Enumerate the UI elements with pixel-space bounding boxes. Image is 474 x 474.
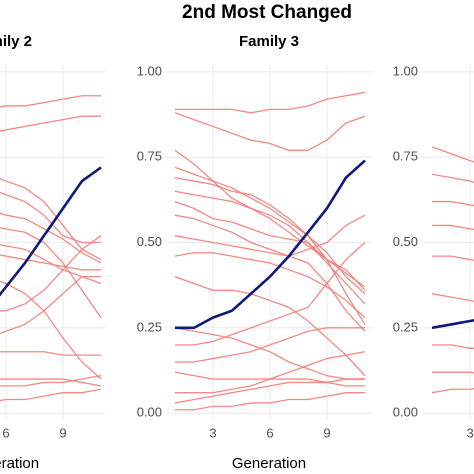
series-line xyxy=(432,255,474,261)
series-line xyxy=(174,327,365,380)
series-line xyxy=(0,388,102,402)
y-tick-label: 0.50 xyxy=(393,234,418,249)
series-line xyxy=(0,374,102,387)
series-line xyxy=(174,242,366,346)
series-line xyxy=(432,371,474,374)
series-line xyxy=(431,173,474,184)
y-tick-label: 0.00 xyxy=(393,405,418,420)
series-line xyxy=(0,254,102,271)
panel: 0.00 0.25 0.50 0.75 1.00 3 6 9 Family 3 Generatio… xyxy=(137,33,372,472)
plot-area xyxy=(0,95,102,402)
series-line xyxy=(174,112,366,151)
series-line xyxy=(0,235,102,312)
plot-area xyxy=(431,146,474,394)
panel-title: Family 2 xyxy=(0,33,32,50)
y-tick-label: 0.50 xyxy=(137,234,162,249)
x-tick-label: 6 xyxy=(266,425,273,440)
series-line xyxy=(0,275,102,335)
series-line xyxy=(174,235,366,332)
series-line xyxy=(0,95,102,108)
series-line xyxy=(0,244,102,285)
series-line xyxy=(174,276,366,377)
x-tick-label: 9 xyxy=(323,425,330,440)
series-line xyxy=(174,166,366,295)
series-line xyxy=(174,91,366,114)
y-tick-label: 0.75 xyxy=(137,149,162,164)
series-line xyxy=(0,178,102,261)
y-tick-label: 0.25 xyxy=(137,319,162,334)
y-tick-label: 0.25 xyxy=(393,319,418,334)
x-tick-label: 3 xyxy=(209,425,216,440)
series-line xyxy=(174,214,366,257)
series-line xyxy=(174,392,365,411)
series-line xyxy=(0,351,102,356)
series-line xyxy=(432,224,474,231)
series-line xyxy=(432,200,474,207)
y-tick-label: 1.00 xyxy=(393,63,418,78)
series-line xyxy=(0,191,102,244)
series-line xyxy=(174,378,365,404)
series-line xyxy=(174,149,366,288)
panel: 0.000.250.500.751.003Generation xyxy=(393,63,474,440)
x-tick-label: 3 xyxy=(466,425,473,440)
series-line xyxy=(174,159,366,330)
x-axis-label: Generation xyxy=(232,455,306,472)
series-line xyxy=(174,177,366,325)
chart-title: 2nd Most Changed xyxy=(182,2,352,23)
series-line xyxy=(0,115,102,132)
plot-area xyxy=(174,91,366,411)
series-line xyxy=(431,318,474,330)
series-line xyxy=(174,252,366,319)
panel-title: Family 3 xyxy=(239,33,299,50)
panel: 0.000.250.500.751.0069Family 2Generation xyxy=(0,33,105,472)
x-tick-label: 6 xyxy=(2,425,9,440)
series-line xyxy=(432,344,474,349)
series-line xyxy=(0,212,102,264)
y-tick-label: 0.00 xyxy=(137,405,162,420)
series-line xyxy=(174,351,366,394)
y-tick-label: 1.00 xyxy=(137,63,162,78)
series-line xyxy=(431,293,474,302)
x-tick-label: 9 xyxy=(59,425,66,440)
series-line xyxy=(0,166,102,297)
series-line xyxy=(0,378,102,387)
series-line xyxy=(174,200,366,291)
series-line xyxy=(0,227,102,318)
series-line xyxy=(0,280,102,380)
x-axis-label: Generation xyxy=(0,455,39,472)
series-line xyxy=(431,146,474,163)
y-tick-label: 0.75 xyxy=(393,149,418,164)
series-line xyxy=(174,190,366,305)
series-line xyxy=(174,327,365,363)
series-line xyxy=(431,387,474,394)
